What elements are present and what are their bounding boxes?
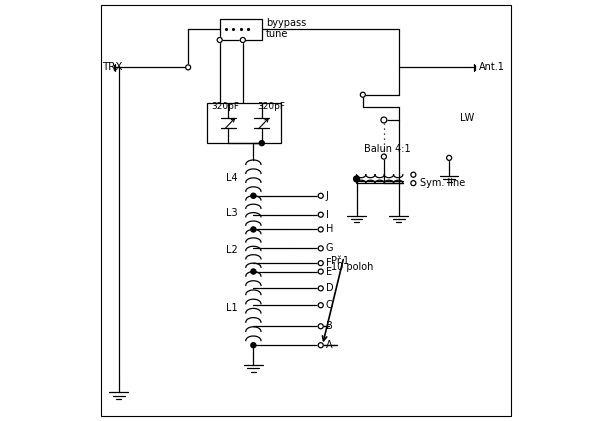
Text: G: G bbox=[326, 243, 334, 253]
Text: L2: L2 bbox=[226, 245, 237, 256]
Circle shape bbox=[318, 324, 323, 329]
Text: TRX: TRX bbox=[102, 62, 122, 72]
Circle shape bbox=[447, 155, 452, 160]
Text: Sym. line: Sym. line bbox=[420, 178, 465, 188]
Circle shape bbox=[251, 343, 256, 348]
Circle shape bbox=[354, 176, 359, 182]
Circle shape bbox=[251, 269, 256, 274]
Circle shape bbox=[185, 65, 191, 70]
Text: Ant.1: Ant.1 bbox=[479, 62, 504, 72]
Text: 10 poloh: 10 poloh bbox=[331, 262, 374, 272]
Text: Balun 4:1: Balun 4:1 bbox=[364, 144, 411, 155]
Text: 320pF: 320pF bbox=[258, 102, 286, 111]
Circle shape bbox=[251, 227, 256, 232]
Circle shape bbox=[318, 227, 323, 232]
FancyBboxPatch shape bbox=[207, 103, 281, 143]
Circle shape bbox=[217, 37, 222, 43]
Text: byypass: byypass bbox=[266, 18, 306, 28]
Text: H: H bbox=[326, 224, 333, 234]
Text: D: D bbox=[326, 283, 334, 293]
Text: J: J bbox=[326, 191, 329, 201]
Circle shape bbox=[318, 286, 323, 291]
Text: L1: L1 bbox=[226, 304, 237, 313]
Circle shape bbox=[251, 193, 256, 198]
Circle shape bbox=[241, 37, 245, 43]
Text: Př.1: Př.1 bbox=[331, 256, 349, 266]
Circle shape bbox=[360, 92, 365, 97]
Text: L3: L3 bbox=[226, 208, 237, 218]
Text: tune: tune bbox=[266, 29, 288, 39]
Text: A: A bbox=[326, 340, 332, 350]
Text: I: I bbox=[326, 210, 329, 220]
Circle shape bbox=[318, 193, 323, 198]
Text: B: B bbox=[326, 321, 332, 331]
Circle shape bbox=[381, 117, 387, 123]
Circle shape bbox=[318, 246, 323, 251]
Circle shape bbox=[411, 181, 416, 186]
Text: LW: LW bbox=[460, 113, 474, 123]
Circle shape bbox=[381, 154, 386, 159]
Text: L4: L4 bbox=[226, 173, 237, 183]
Circle shape bbox=[411, 172, 416, 177]
Circle shape bbox=[318, 303, 323, 308]
Text: F: F bbox=[326, 258, 332, 268]
Circle shape bbox=[318, 212, 323, 217]
Circle shape bbox=[318, 343, 323, 348]
Circle shape bbox=[318, 261, 323, 266]
FancyBboxPatch shape bbox=[220, 19, 262, 40]
Circle shape bbox=[318, 269, 323, 274]
Text: E: E bbox=[326, 266, 332, 277]
Text: 320pF: 320pF bbox=[211, 102, 239, 111]
Circle shape bbox=[259, 141, 264, 146]
Text: C: C bbox=[326, 300, 332, 310]
